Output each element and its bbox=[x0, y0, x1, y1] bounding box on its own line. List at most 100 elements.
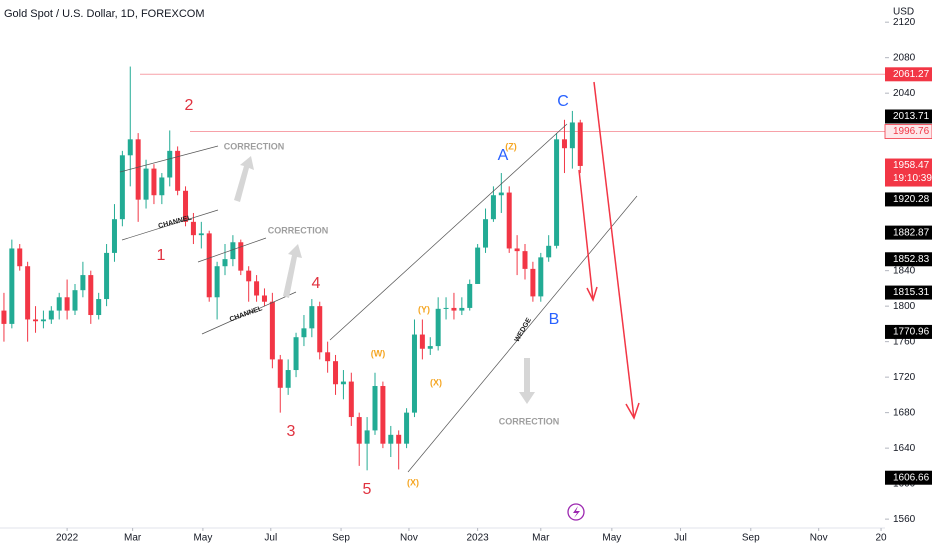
x-tick-label: 2022 bbox=[56, 533, 79, 544]
x-tick-label: Sep bbox=[742, 533, 760, 544]
price-badge-label: 1815.31 bbox=[893, 287, 930, 298]
candle-body bbox=[151, 168, 157, 196]
candle-body bbox=[80, 275, 86, 291]
y-tick-label: 1760 bbox=[893, 336, 916, 347]
candle-body bbox=[514, 248, 520, 252]
price-badge-label: 1852.83 bbox=[893, 254, 930, 265]
candle-body bbox=[546, 245, 552, 258]
y-tick-label: 1640 bbox=[893, 443, 916, 454]
annotation: C bbox=[557, 93, 569, 110]
candle-body bbox=[111, 219, 117, 253]
price-badge bbox=[885, 252, 932, 267]
candle-body bbox=[167, 150, 173, 178]
y-tick-label: 1800 bbox=[893, 301, 916, 312]
candle-body bbox=[96, 299, 102, 316]
candle-body bbox=[285, 370, 291, 388]
price-badge bbox=[885, 285, 932, 300]
red-arrow bbox=[593, 81, 640, 420]
annotation: (Z) bbox=[505, 141, 517, 151]
candle-body bbox=[88, 275, 94, 316]
y-tick-label: 2120 bbox=[893, 17, 916, 28]
trend-line bbox=[119, 145, 219, 173]
annotation: (W) bbox=[371, 348, 386, 358]
price-badge bbox=[885, 225, 932, 240]
candle-body bbox=[9, 248, 15, 324]
candle-body bbox=[127, 139, 133, 156]
red-arrow bbox=[578, 169, 598, 303]
candle-body bbox=[435, 308, 441, 347]
price-badge-label: 1920.28 bbox=[893, 194, 930, 205]
trend-line bbox=[407, 195, 638, 473]
axes: 1560160016401680172017601800184018801920… bbox=[56, 17, 932, 544]
candle-body bbox=[467, 283, 473, 308]
annotation: (Y) bbox=[418, 304, 430, 314]
candle-body bbox=[175, 150, 181, 191]
candle-body bbox=[348, 381, 354, 418]
candle-body bbox=[119, 155, 125, 220]
candle-body bbox=[183, 190, 189, 222]
annotation: 1 bbox=[157, 247, 166, 264]
x-tick-label: 20 bbox=[875, 533, 887, 544]
candle-body bbox=[577, 122, 583, 166]
candle-body bbox=[293, 337, 299, 371]
annotation: 4 bbox=[312, 275, 321, 292]
candle-body bbox=[104, 252, 110, 300]
x-tick-label: May bbox=[193, 533, 212, 544]
candle-body bbox=[238, 242, 244, 271]
annotation: CORRECTION bbox=[224, 141, 285, 151]
candle-body bbox=[498, 192, 504, 196]
annotation: (X) bbox=[407, 477, 419, 487]
price-badge-label: 2013.71 bbox=[893, 111, 930, 122]
candle-body bbox=[522, 251, 528, 269]
x-tick-label: Nov bbox=[400, 533, 418, 544]
candle-body bbox=[48, 310, 54, 320]
candle-body bbox=[569, 122, 575, 149]
alert-icon[interactable] bbox=[567, 503, 585, 521]
candle-body bbox=[261, 295, 267, 302]
candle-body bbox=[475, 247, 481, 284]
x-tick-label: 2023 bbox=[467, 533, 490, 544]
candle-body bbox=[561, 139, 567, 149]
price-badge bbox=[885, 158, 932, 187]
annotation: B bbox=[549, 311, 560, 328]
candle-body bbox=[364, 430, 370, 444]
y-tick-label: 1840 bbox=[893, 265, 916, 276]
candle-body bbox=[206, 233, 212, 298]
candle-body bbox=[246, 270, 252, 282]
y-tick-label: 1560 bbox=[893, 514, 916, 525]
candle-body bbox=[190, 221, 196, 236]
trend-line bbox=[329, 123, 568, 341]
candle-body bbox=[72, 290, 78, 311]
candle-body bbox=[427, 346, 433, 349]
price-badge-label: 1958.47 bbox=[893, 160, 930, 171]
candle-body bbox=[404, 412, 410, 444]
chart-title: Gold Spot / U.S. Dollar, 1D, FOREXCOM bbox=[4, 8, 205, 20]
candle-body bbox=[301, 328, 307, 338]
annotation: A bbox=[498, 147, 509, 164]
trend-line bbox=[201, 291, 297, 335]
y-tick-label: 2080 bbox=[893, 52, 916, 63]
candle-body bbox=[333, 361, 339, 385]
price-badge bbox=[885, 109, 932, 124]
candle-body bbox=[56, 297, 62, 311]
drawings bbox=[119, 81, 640, 473]
candle-body bbox=[554, 139, 560, 246]
x-tick-label: Jul bbox=[674, 533, 687, 544]
trend-line bbox=[121, 209, 219, 241]
candle-body bbox=[25, 266, 31, 320]
annotation: 2 bbox=[185, 97, 194, 114]
annotation: CORRECTION bbox=[268, 225, 329, 235]
candle-body bbox=[443, 307, 449, 309]
candle-body bbox=[419, 334, 425, 349]
candle-body bbox=[340, 381, 346, 385]
candle-body bbox=[143, 168, 149, 200]
price-badge-label: 1882.87 bbox=[893, 227, 930, 238]
candle-body bbox=[459, 307, 465, 311]
price-badge bbox=[885, 324, 932, 339]
candle-body bbox=[317, 306, 323, 353]
candle-body bbox=[530, 268, 536, 297]
x-tick-label: Nov bbox=[810, 533, 828, 544]
candle-body bbox=[17, 248, 23, 267]
candle-body bbox=[33, 319, 39, 322]
